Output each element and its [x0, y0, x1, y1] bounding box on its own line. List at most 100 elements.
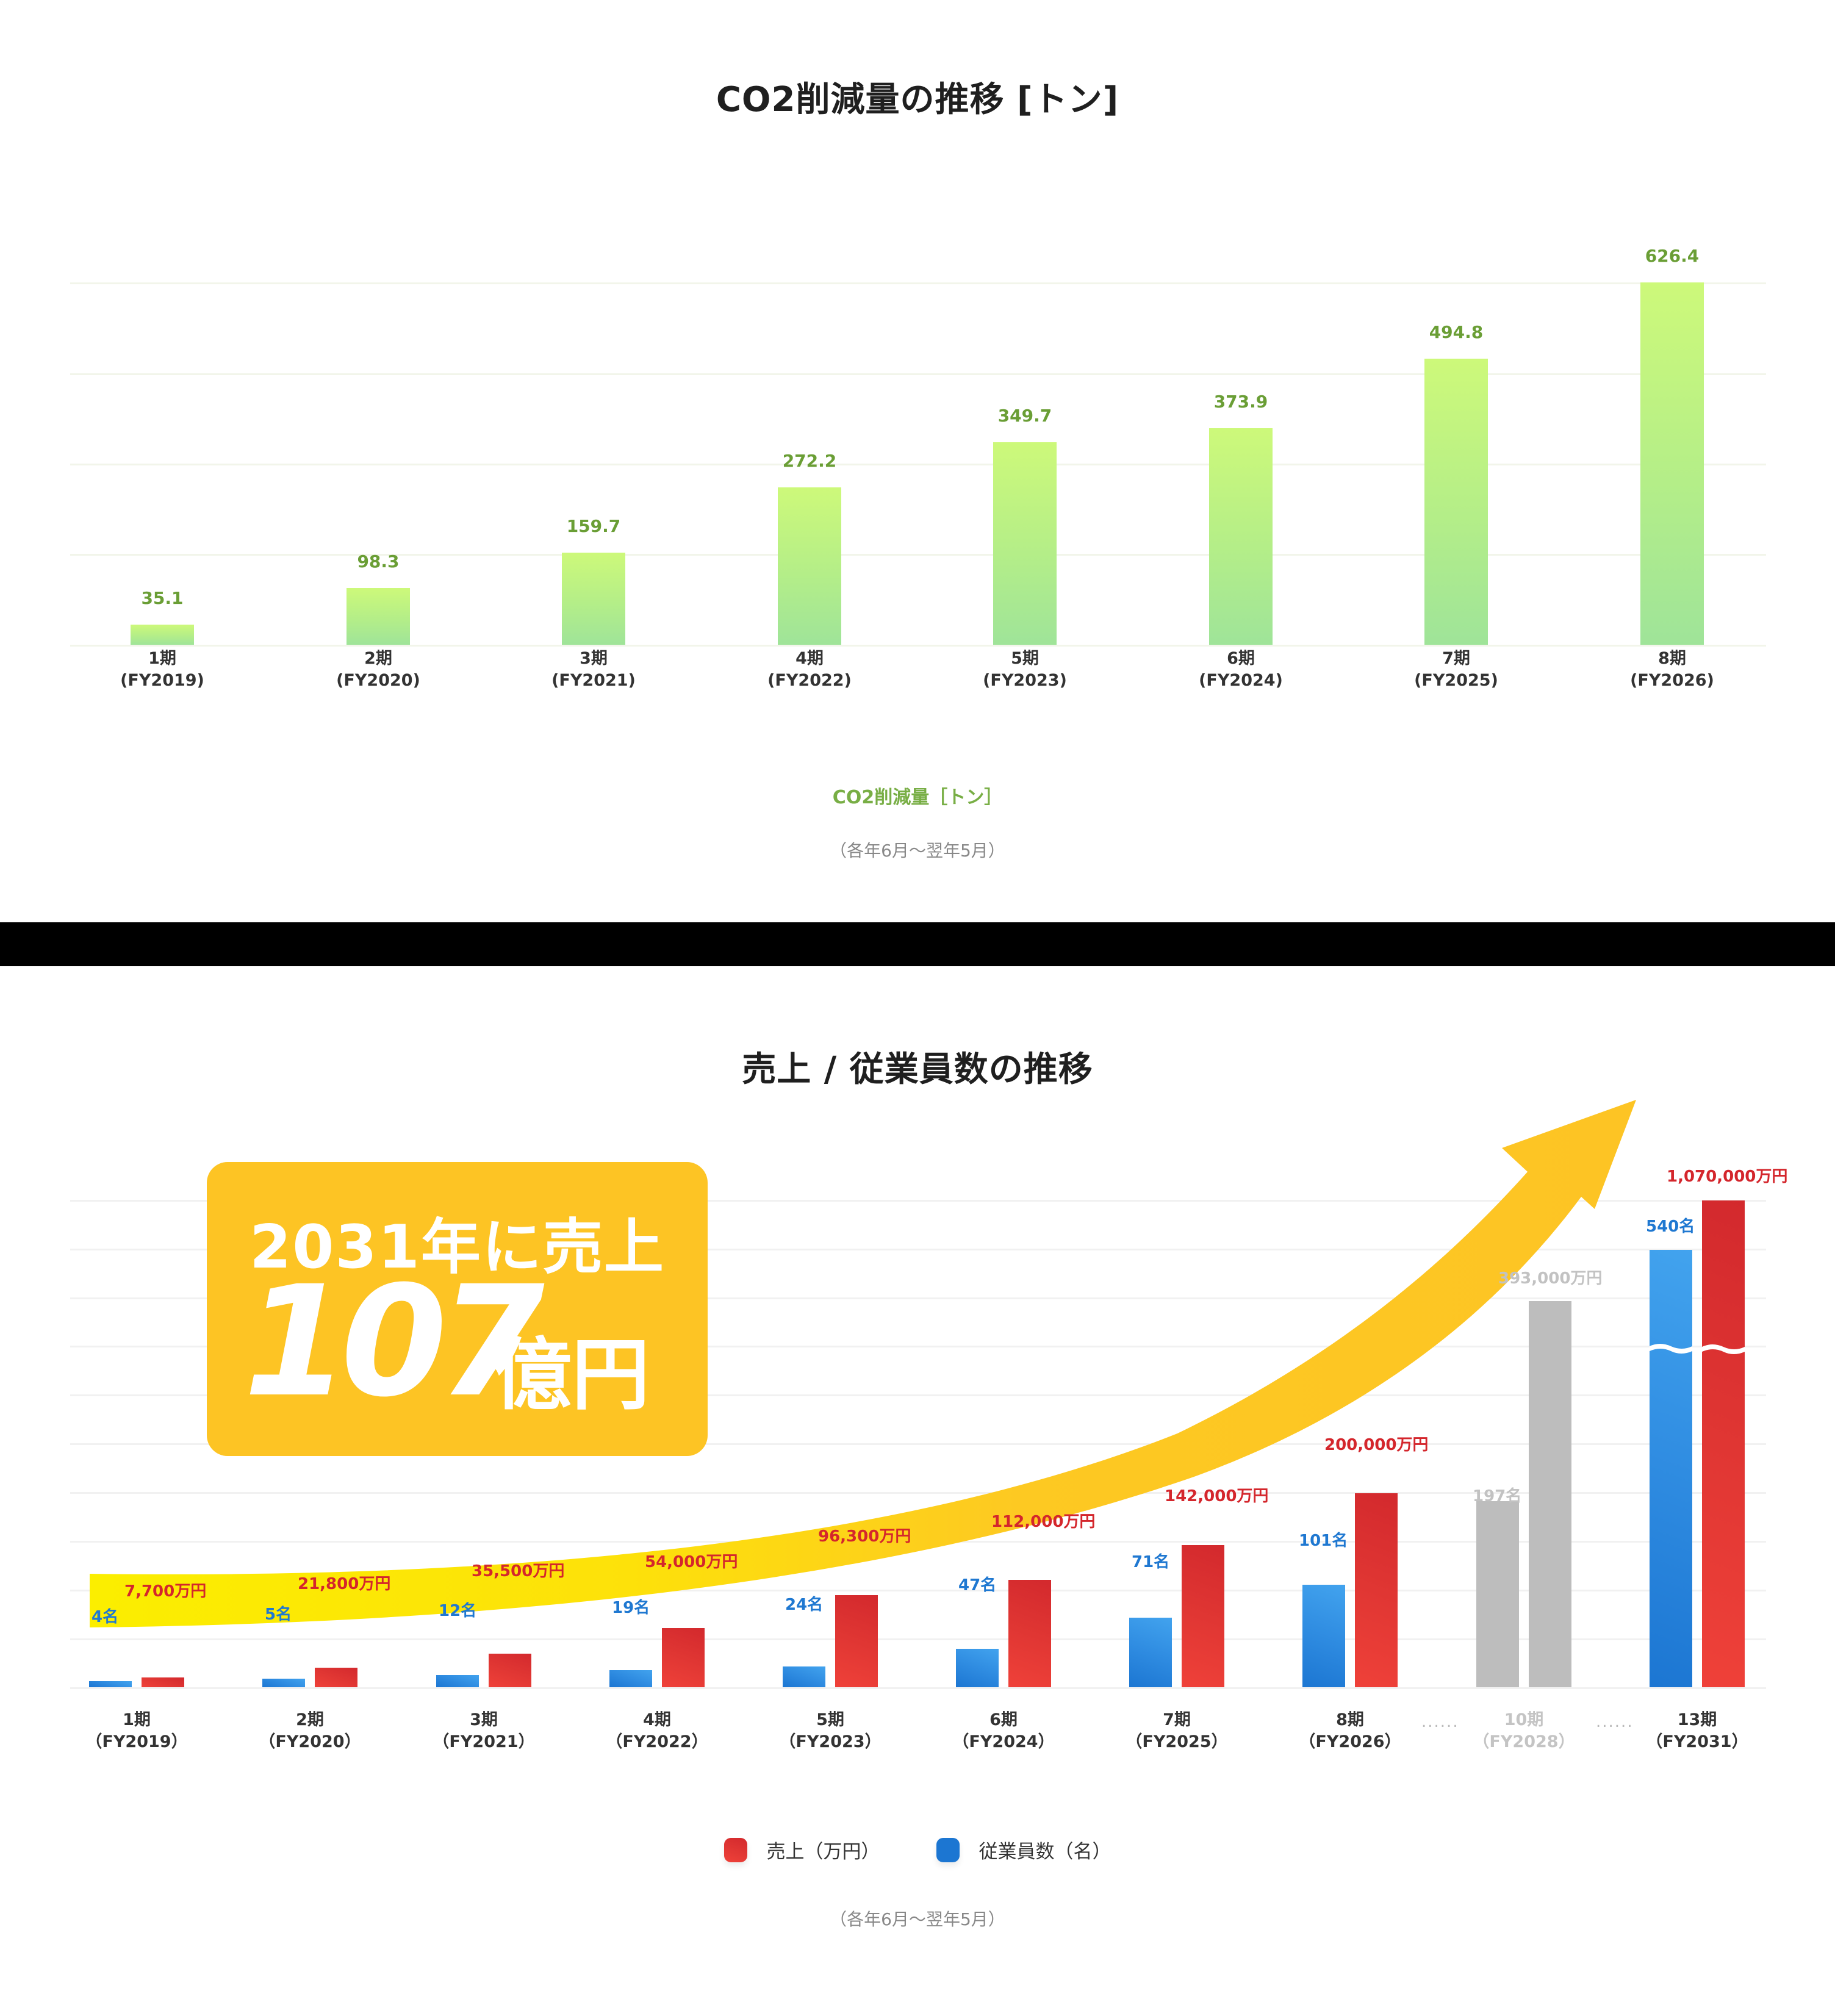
fy-label: （FY2022） [606, 1732, 708, 1751]
period-label: 4期 [643, 1710, 671, 1729]
sales-value-label: 21,800万円 [298, 1575, 391, 1593]
co2-value-label: 159.7 [566, 516, 621, 536]
gridline [70, 1346, 1766, 1347]
sales-value-label: 200,000万円 [1324, 1436, 1429, 1454]
employees-bar [1650, 1250, 1692, 1687]
employees-value-label: 24名 [785, 1596, 824, 1614]
baseline [70, 1687, 1766, 1689]
co2-value-label: 373.9 [1213, 392, 1268, 412]
employees-value-label: 47名 [958, 1576, 997, 1595]
callout-unit: 億円 [494, 1330, 650, 1421]
co2-period-note: （各年6月～翌年5月） [830, 841, 1005, 861]
co2-value-label: 98.3 [357, 551, 400, 572]
fy-label: （FY2026） [1299, 1732, 1401, 1751]
employees-bar [1476, 1501, 1519, 1687]
sales-value-label: 142,000万円 [1165, 1487, 1269, 1505]
sales-value-label: 35,500万円 [472, 1562, 565, 1580]
sales-value-label: 54,000万円 [645, 1553, 738, 1571]
co2-bar [778, 487, 841, 645]
period-label: 8期 [1336, 1710, 1364, 1729]
gridline [70, 1394, 1766, 1396]
gridline [70, 1492, 1766, 1494]
period-label: 2期 [364, 649, 392, 668]
period-label: 3期 [470, 1710, 498, 1729]
gridline [70, 1200, 1766, 1202]
employees-bar [89, 1681, 132, 1687]
legend-item-employees: 従業員数（名） [936, 1836, 1111, 1864]
fy-label: (FY2024) [1199, 671, 1283, 690]
callout-line1: 2031年に売上 [250, 1213, 665, 1282]
gridline [70, 1590, 1766, 1591]
sales-x-label: 13期 （FY2031） [1618, 1709, 1776, 1753]
co2-x-label: 7期 (FY2025) [1377, 648, 1535, 692]
legend-swatch-red [724, 1837, 747, 1862]
sales-x-label: 4期 （FY2022） [578, 1709, 736, 1753]
legend-item-sales: 売上（万円） [724, 1836, 880, 1864]
employees-bar [783, 1666, 825, 1687]
co2-bar [131, 625, 194, 645]
ellipsis-gap: ...... [1421, 1713, 1459, 1731]
employees-value-label: 5名 [265, 1605, 292, 1624]
sales-x-label: 8期 （FY2026） [1271, 1709, 1429, 1753]
fy-label: (FY2019) [120, 671, 204, 690]
co2-value-label: 626.4 [1645, 246, 1700, 266]
period-label: 5期 [1011, 649, 1039, 668]
gridline [70, 373, 1766, 375]
sales-bar [315, 1668, 357, 1687]
sales-legend: 売上（万円） 従業員数（名） [0, 1836, 1835, 1864]
baseline [70, 645, 1766, 647]
period-label: 13期 [1677, 1710, 1717, 1729]
sales-x-label: 1期 （FY2019） [57, 1709, 216, 1753]
co2-x-label: 2期 (FY2020) [299, 648, 458, 692]
co2-x-label: 3期 (FY2021) [514, 648, 673, 692]
period-label: 6期 [1227, 649, 1255, 668]
fy-label: (FY2021) [551, 671, 636, 690]
sales-value-label: 1,070,000万円 [1667, 1168, 1788, 1186]
fy-label: (FY2020) [336, 671, 420, 690]
co2-x-label: 6期 (FY2024) [1162, 648, 1320, 692]
co2-chart-title: CO2削減量の推移 [トン] [716, 80, 1119, 120]
sales-x-label: 7期 （FY2025） [1097, 1709, 1256, 1753]
employees-value-label: 540名 [1646, 1218, 1695, 1236]
co2-x-label: 1期 (FY2019) [83, 648, 242, 692]
co2-bar [1640, 282, 1704, 645]
co2-value-label: 494.8 [1429, 322, 1484, 342]
period-label: 2期 [296, 1710, 324, 1729]
legend-label-employees: 従業員数（名） [979, 1841, 1111, 1863]
period-label: 8期 [1658, 649, 1686, 668]
sales-target-callout: 2031年に売上 107 億円 [207, 1162, 708, 1456]
fy-label: (FY2025) [1414, 671, 1498, 690]
sales-bar [489, 1654, 531, 1687]
co2-bar [562, 553, 625, 645]
section-divider [0, 922, 1835, 966]
fy-label: （FY2023） [779, 1732, 882, 1751]
ellipsis-gap: ...... [1596, 1713, 1634, 1731]
period-label: 7期 [1442, 649, 1470, 668]
co2-bar [1209, 428, 1273, 645]
period-label: 4期 [795, 649, 824, 668]
gridline [70, 1249, 1766, 1250]
sales-x-label: 2期 （FY2020） [231, 1709, 389, 1753]
sales-bar [1008, 1580, 1051, 1687]
period-label: 10期 [1504, 1710, 1544, 1729]
employees-value-label: 19名 [612, 1599, 650, 1617]
fy-label: （FY2025） [1126, 1732, 1228, 1751]
sales-bar [1182, 1545, 1224, 1687]
co2-value-label: 349.7 [997, 406, 1052, 426]
gridline [70, 1297, 1766, 1299]
sales-x-label: 6期 （FY2024） [924, 1709, 1083, 1753]
fy-label: （FY2021） [433, 1732, 535, 1751]
fy-label: (FY2026) [1630, 671, 1714, 690]
axis-break-icon [1702, 1344, 1745, 1354]
period-label: 7期 [1163, 1710, 1191, 1729]
sales-bar [1702, 1200, 1745, 1687]
employees-bar [262, 1679, 305, 1687]
employees-bar [1129, 1618, 1172, 1687]
sales-value-label: 7,700万円 [124, 1582, 207, 1601]
fy-label: （FY2020） [259, 1732, 361, 1751]
sales-value-label: 393,000万円 [1498, 1269, 1603, 1288]
employees-bar [956, 1649, 999, 1687]
co2-bar [1424, 359, 1488, 645]
fy-label: （FY2028） [1473, 1732, 1575, 1751]
sales-period-note: （各年6月～翌年5月） [830, 1909, 1005, 1929]
